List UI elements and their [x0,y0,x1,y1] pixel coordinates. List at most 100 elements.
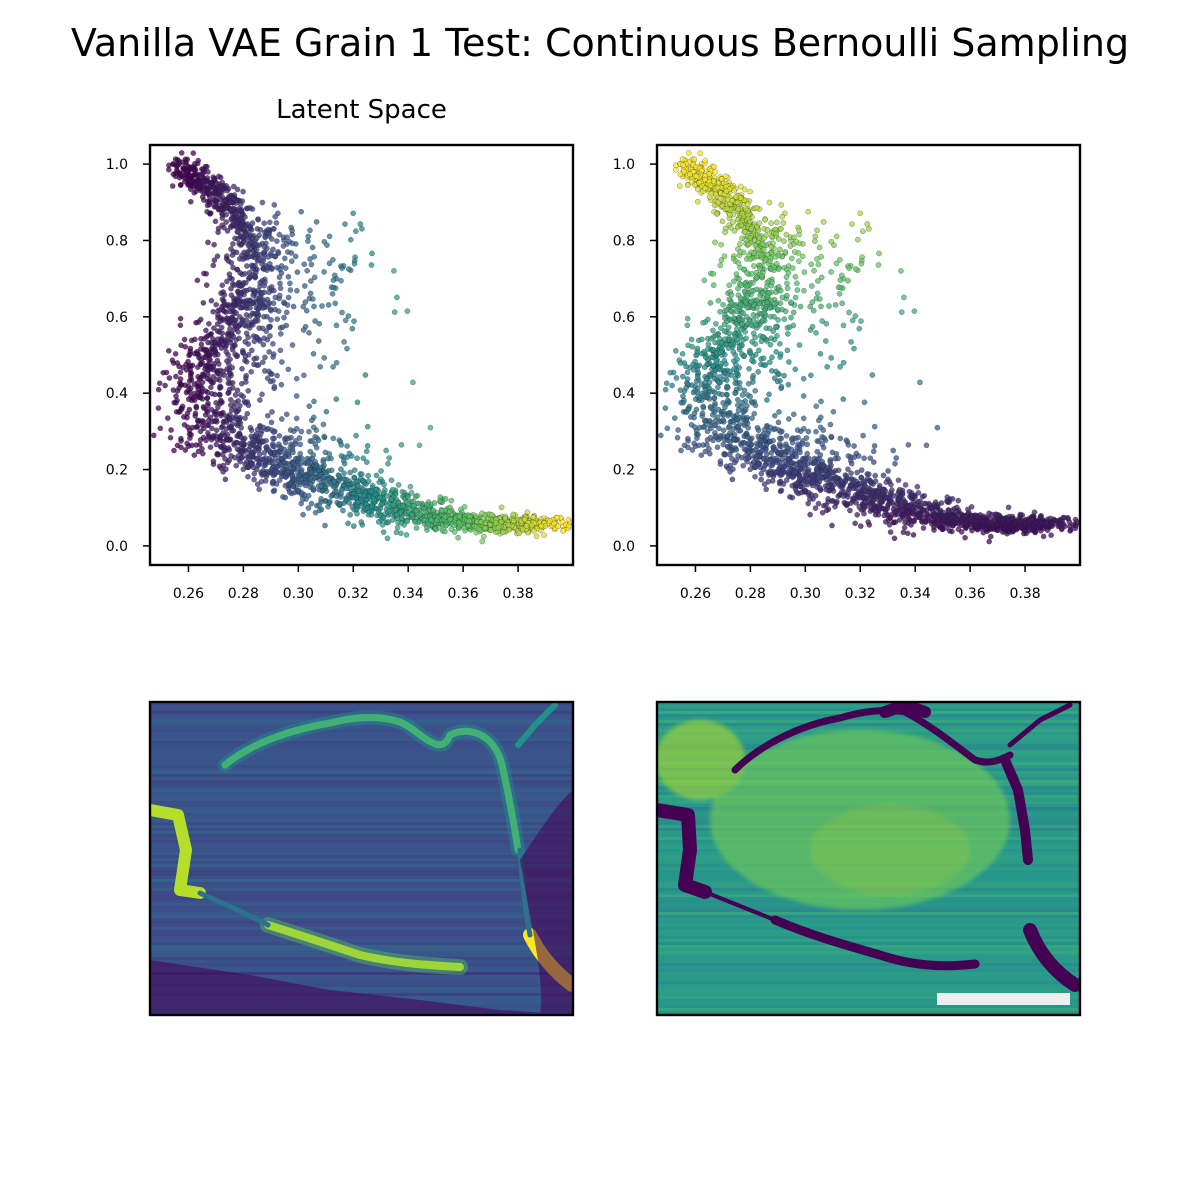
scatter-point [763,486,770,493]
scatter-point [204,202,211,209]
scatter-point [778,429,784,435]
scatter-point [155,405,162,411]
scatter-point [289,342,296,348]
scatter-point [737,248,744,255]
scatter-point [731,278,737,285]
scatter-point [236,313,243,320]
scatter-point [238,454,245,461]
scatter-point [875,262,882,268]
scatter-point [679,350,686,357]
y-tick-label: 0.0 [106,539,128,555]
scatter-point [210,349,217,355]
scatter-point [781,372,787,379]
scatter-point [195,176,201,183]
scatter-point [531,528,537,534]
scatter-point [173,399,179,406]
scatter-point [954,504,960,511]
scatter-point [277,331,284,337]
scatter-point [230,333,237,340]
scatter-point [910,532,917,538]
scatter-point [229,344,236,350]
scatter-point [270,287,277,294]
scatter-point [690,367,697,373]
scatter-point [683,363,689,370]
scatter-point [248,347,255,354]
scatter-point [311,303,317,310]
scatter-point [210,262,217,269]
scatter-point [828,433,835,440]
scatter-point [711,389,718,396]
scatter-point [737,333,744,340]
scatter-point [784,280,790,287]
scatter-point [230,195,237,201]
scatter-point [888,481,894,488]
scatter-point [205,417,212,424]
scatter-point [717,373,724,380]
scatter-point [672,415,678,421]
scatter-point [193,319,199,326]
scatter-point [482,525,488,532]
scatter-point [799,441,806,447]
scatter-point [252,240,259,247]
scatter-point [768,243,775,250]
scatter-point [259,391,265,398]
scatter-point [756,220,763,226]
scatter-point [253,355,260,362]
scatter-point [397,530,404,537]
scatter-point [816,244,823,251]
scatter-point [818,253,825,260]
scatter-point [180,414,187,420]
scatter-point [325,302,332,308]
scatter-point [320,421,327,428]
scatter-point [918,503,924,509]
scatter-point [318,496,324,502]
scatter-point [225,390,231,397]
scatter-point [209,379,215,386]
scatter-point [917,379,923,386]
scatter-point [277,347,284,354]
scatter-point [246,322,253,328]
scatter-point [840,322,847,329]
scatter-point [510,517,517,524]
scatter-point [801,425,807,432]
scatter-point [447,516,454,523]
scatter-point [217,384,224,391]
scatter-point [378,468,384,474]
scatter-point [711,202,718,209]
scatter-point [911,308,918,314]
scatter-point [489,512,495,518]
scatter-point [760,333,766,340]
scatter-point [298,428,305,435]
scatter-point [265,447,272,453]
scatter-point [778,226,784,232]
scatter-point [186,173,193,179]
scatter-point [775,266,782,272]
scatter-point [800,415,807,422]
scatter-point [386,507,393,514]
scatter-point [235,206,242,212]
scatter-point [389,517,396,523]
scatter-point [346,450,353,457]
scatter-point [712,417,719,424]
scatter-point [276,432,283,439]
scatter-point [828,355,835,361]
scatter-point [347,469,354,476]
scatter-point [240,188,246,195]
scatter-point [410,379,416,386]
scatter-point [775,317,781,323]
scatter-point [235,420,241,427]
scatter-point [852,313,859,319]
scatter-point [210,433,217,439]
scatter-point [1061,514,1067,521]
scatter-point [289,227,295,234]
scatter-point [784,285,791,292]
scatter-point [774,219,780,226]
scatter-point [187,385,194,392]
scatter-point [721,328,728,334]
scatter-point [307,480,314,487]
scatter-point [204,389,211,396]
scatter-point [749,357,755,364]
scatter-point [505,522,512,528]
scatter-point [170,171,177,177]
scatter-point [712,422,718,429]
